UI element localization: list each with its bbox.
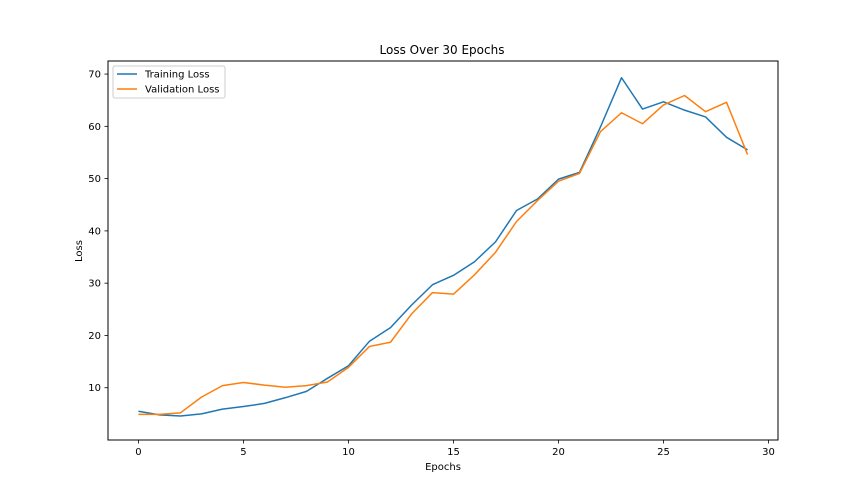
chart-title: Loss Over 30 Epochs bbox=[380, 43, 505, 57]
y-tick-label: 30 bbox=[88, 279, 101, 290]
legend-label-training: Training Loss bbox=[144, 70, 210, 81]
x-axis-label: Epochs bbox=[425, 462, 461, 473]
x-tick-label: 30 bbox=[762, 447, 775, 458]
x-tick-label: 20 bbox=[552, 447, 565, 458]
x-tick-label: 0 bbox=[135, 447, 141, 458]
y-tick-label: 10 bbox=[88, 383, 101, 394]
x-tick-label: 5 bbox=[240, 447, 246, 458]
plot-area bbox=[138, 76, 749, 417]
y-tick-label: 50 bbox=[88, 174, 101, 185]
y-tick-label: 20 bbox=[88, 331, 101, 342]
y-tick-label: 40 bbox=[88, 226, 101, 237]
series-line-validation-loss bbox=[138, 94, 749, 416]
x-tick-label: 10 bbox=[342, 447, 355, 458]
y-axis: 10 20 30 40 50 60 70 bbox=[88, 70, 108, 394]
legend-box bbox=[112, 65, 226, 99]
y-tick-label: 70 bbox=[88, 70, 101, 81]
plot-frame bbox=[107, 60, 779, 441]
x-axis: 0 5 10 15 20 25 30 bbox=[135, 440, 775, 458]
legend-label-validation: Validation Loss bbox=[145, 85, 220, 96]
x-tick-label: 25 bbox=[657, 447, 670, 458]
y-axis-label: Loss bbox=[74, 240, 85, 262]
chart-legend: Training Loss Validation Loss bbox=[112, 65, 226, 99]
x-tick-label: 15 bbox=[447, 447, 460, 458]
series-line-training-loss bbox=[138, 76, 748, 417]
y-tick-label: 60 bbox=[88, 122, 101, 133]
